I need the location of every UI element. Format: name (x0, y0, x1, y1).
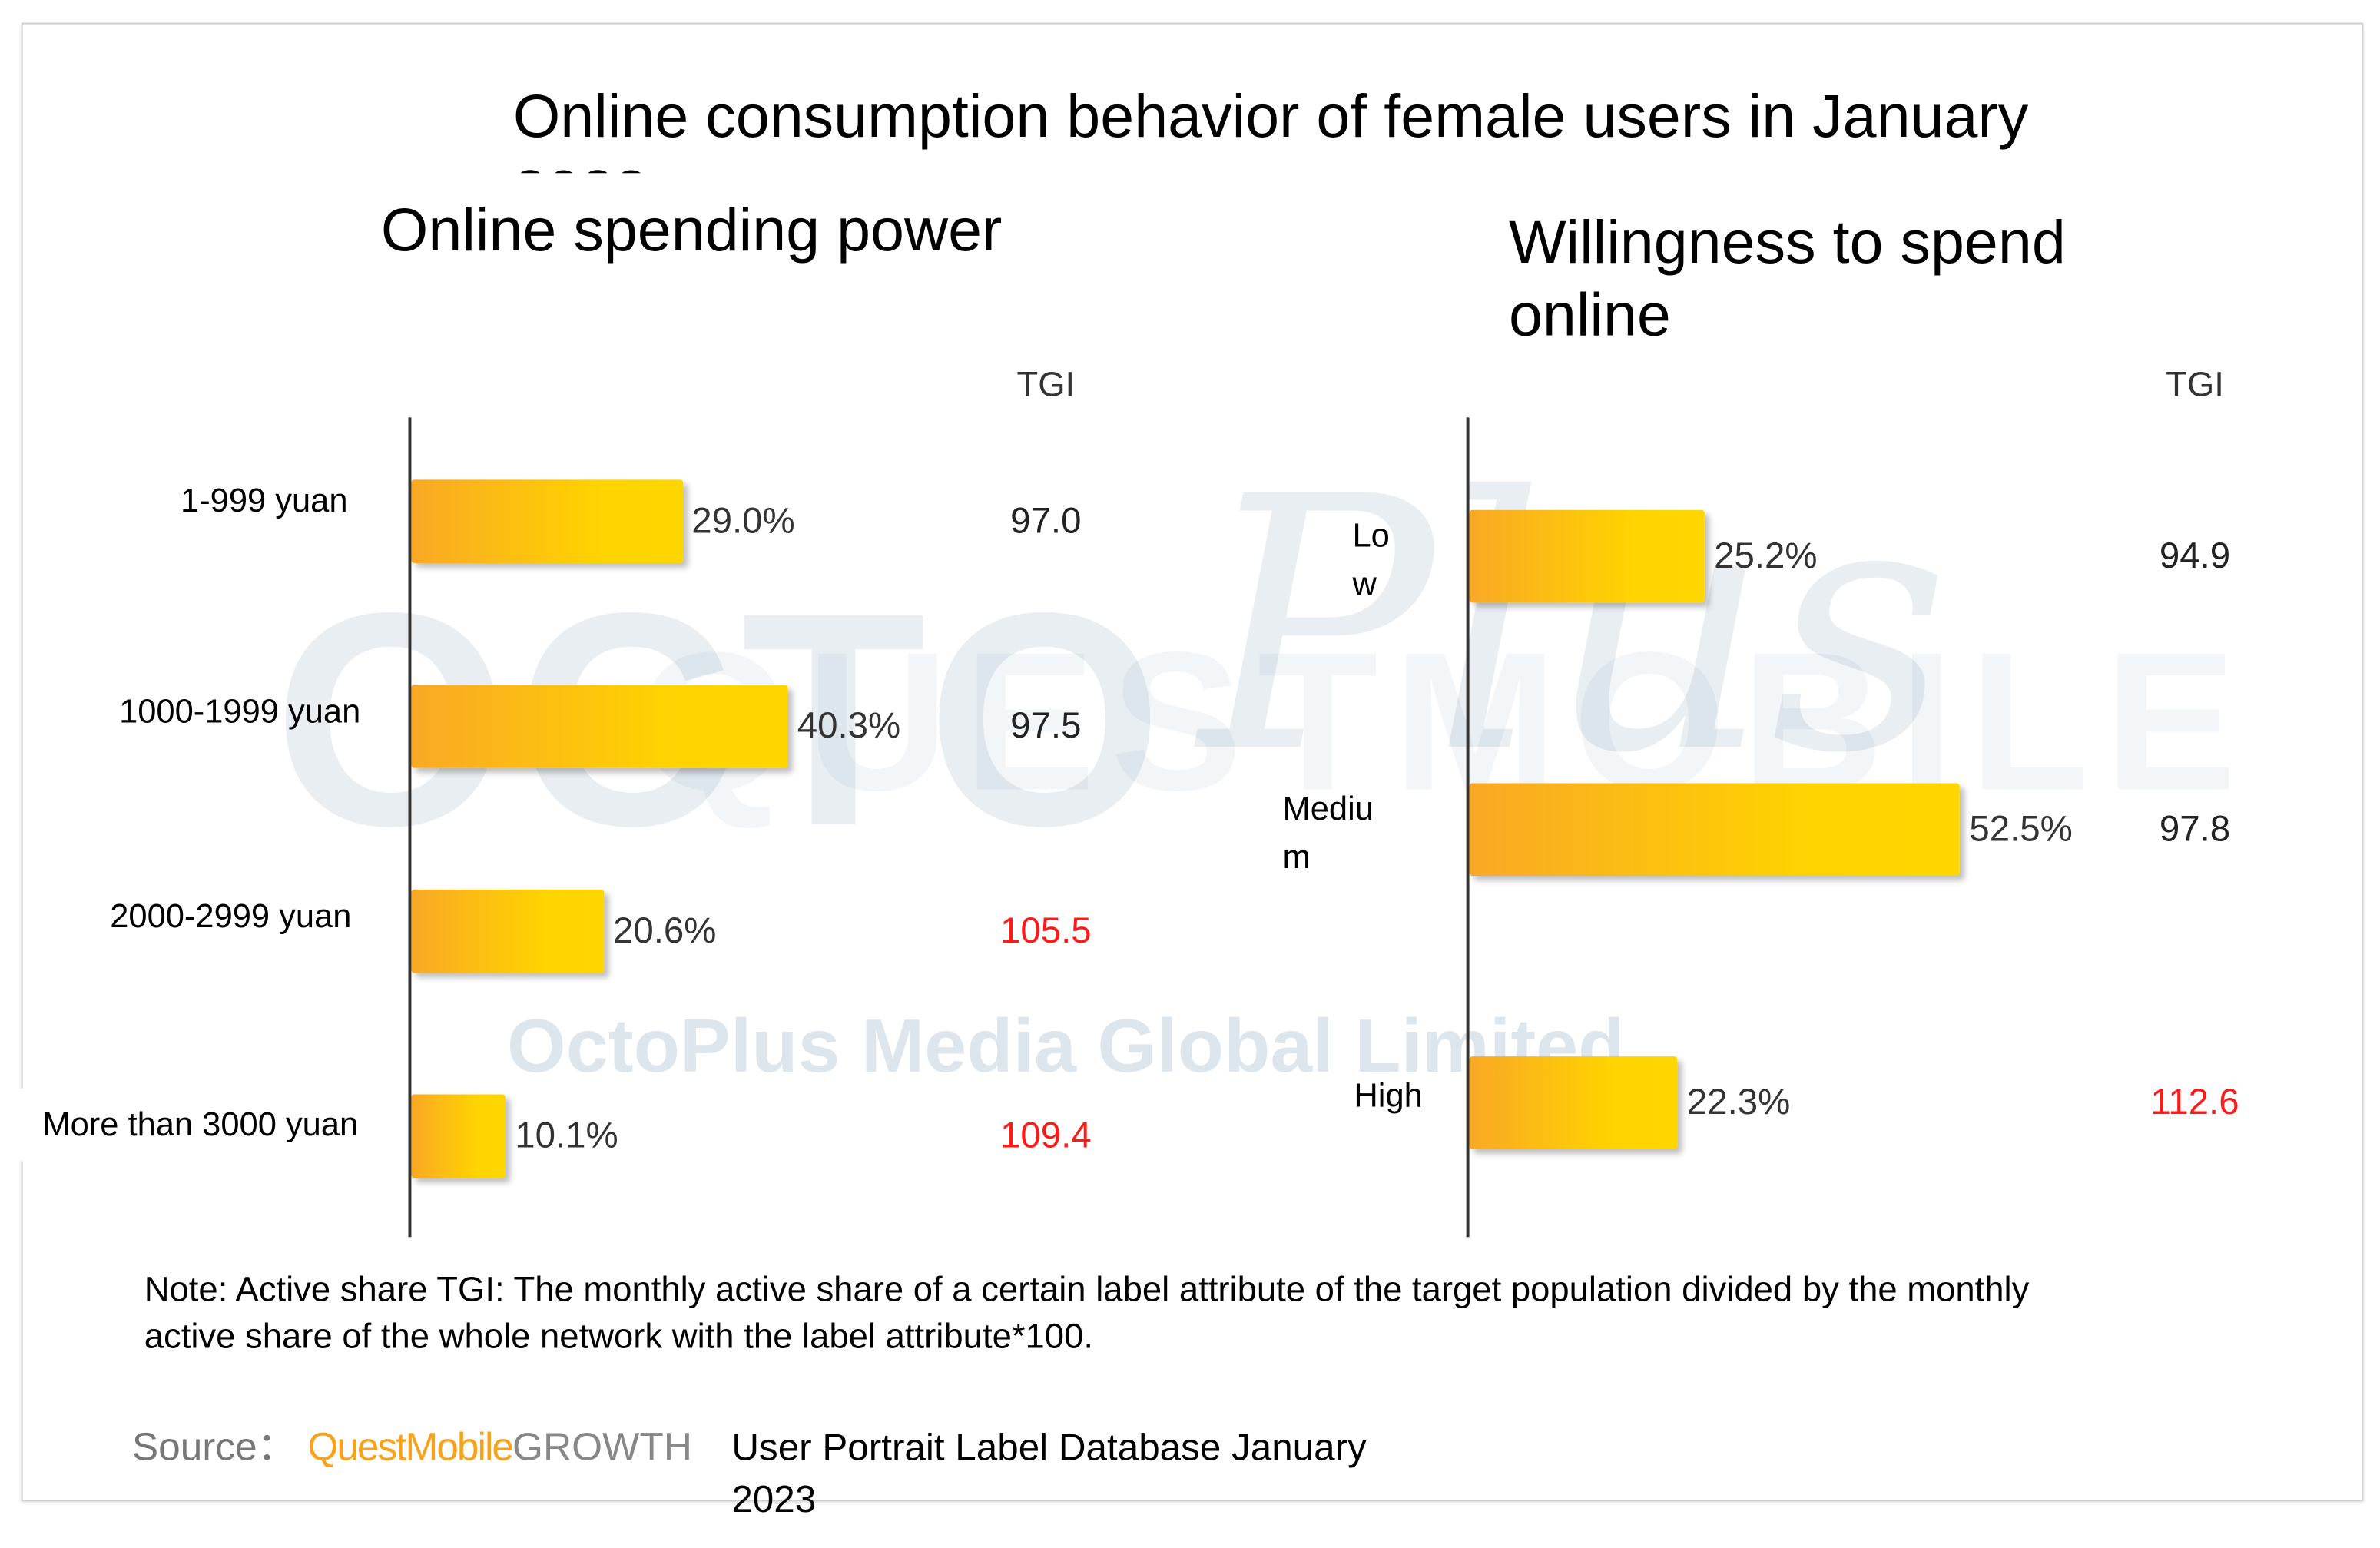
category-label: 1-999 yuan (181, 481, 348, 519)
value-label: 25.2% (1714, 535, 1818, 576)
value-label: 52.5% (1969, 808, 2073, 850)
value-label: 22.3% (1686, 1081, 1791, 1123)
category-label-line: w (1352, 564, 1377, 603)
right-chart-title: Willingness to spend online (1508, 209, 2066, 350)
category-label: Lo w (1352, 512, 1389, 608)
category-label: Mediu m (1283, 784, 1374, 881)
category-label: 1000-1999 yuan (119, 691, 361, 731)
category-label: High (1354, 1072, 1422, 1120)
bar (1469, 1056, 1678, 1149)
source-logo: Source： QuestMobileGROWTH (132, 1416, 692, 1472)
left-axis-line (408, 417, 412, 1238)
bar (1469, 509, 1705, 603)
left-tgi-header: TGI (1016, 364, 1076, 404)
category-label-line: Lo (1352, 515, 1390, 555)
source-label: Source： (131, 1424, 297, 1470)
category-label: 2000-2999 yuan (110, 897, 352, 936)
page-title: Online consumption behavior of female us… (512, 83, 2029, 174)
tgi-value: 112.6 (2150, 1081, 2239, 1123)
watermark-company: OctoPlus Media Global Limited (506, 1003, 1625, 1089)
bar (1469, 783, 1961, 877)
tgi-value: 94.9 (2159, 535, 2231, 576)
source-brand-suffix: GROWTH (512, 1424, 692, 1470)
right-tgi-header: TGI (2166, 364, 2224, 404)
category-label-line: m (1282, 837, 1311, 877)
watermark-brand: QUESTMOBILE (637, 610, 2252, 832)
left-chart-title: Online spending power (380, 197, 1003, 264)
source-brand: QuestMobile (307, 1424, 514, 1470)
source-text: User Portrait Label Database January 202… (731, 1427, 1367, 1521)
footnote: Note: Active share TGI: The monthly acti… (144, 1268, 2030, 1356)
category-label: More than 3000 yuan (0, 1088, 401, 1162)
watermark-script: Plus (1198, 425, 1950, 830)
tgi-value: 97.8 (2159, 808, 2231, 850)
tgi-value: 97.0 (1010, 500, 1082, 542)
category-label-line: Mediu (1282, 789, 1374, 827)
bar (411, 889, 605, 973)
right-axis-line (1466, 417, 1470, 1238)
category-label-line: High (1354, 1076, 1423, 1115)
value-label: 29.0% (691, 500, 795, 542)
tgi-value: 97.5 (1010, 704, 1082, 747)
tgi-value: 109.4 (999, 1115, 1092, 1156)
bar (411, 479, 683, 564)
tgi-value: 105.5 (999, 910, 1092, 951)
value-label: 20.6% (613, 910, 717, 951)
bar (411, 685, 788, 768)
value-label: 40.3% (797, 704, 901, 747)
chart-frame (21, 22, 2364, 1502)
value-label: 10.1% (515, 1115, 618, 1156)
bar (411, 1094, 506, 1178)
